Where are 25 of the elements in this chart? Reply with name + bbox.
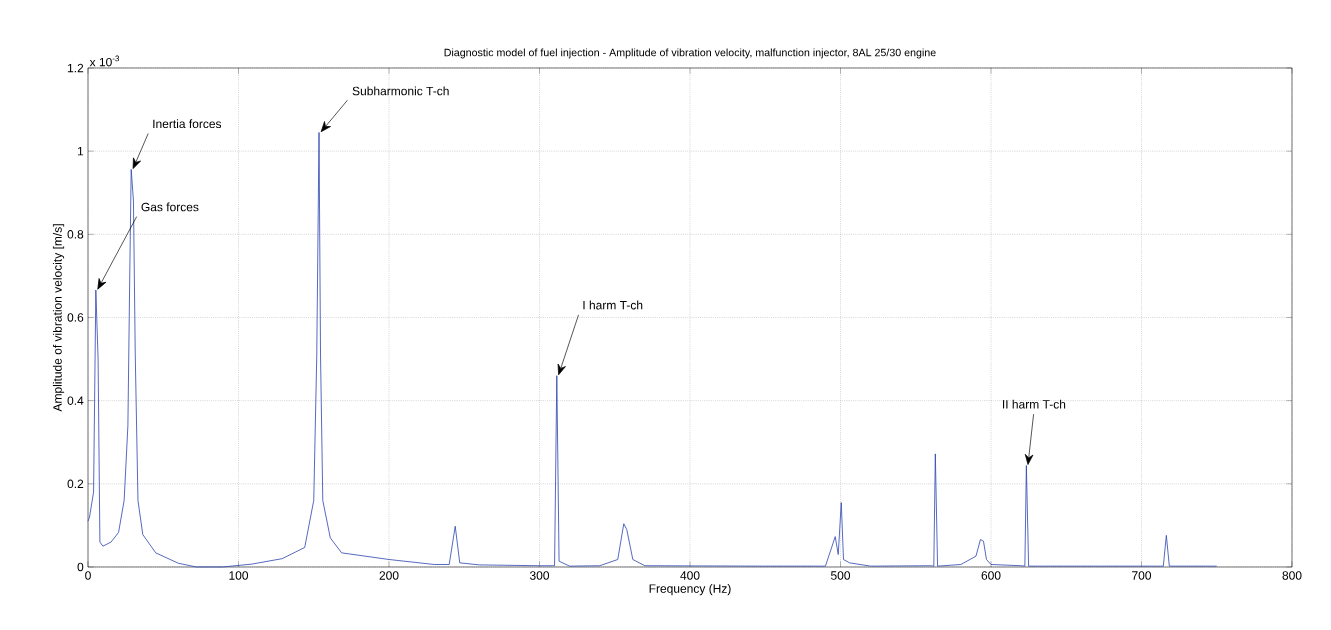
annotation: Gas forces: [141, 202, 199, 212]
y-tick-label: 0.2: [67, 479, 84, 489]
annotation: I harm T-ch: [583, 300, 643, 310]
y-tick-label: 0: [77, 562, 84, 572]
x-tick-label: 800: [1282, 571, 1302, 580]
x-tick-label: 400: [680, 571, 700, 580]
x-tick-label: 0: [85, 571, 91, 580]
y-tick-label: 1: [77, 147, 84, 156]
chart-title: Diagnostic model of fuel injection - Amplitude of vibration velocity, malfunction injector, 8AL 25/30 engine: [444, 48, 936, 59]
y-axis-title: Amplitude of vibration velocity [m/s]: [52, 224, 65, 412]
x-tick-label: 100: [229, 571, 249, 580]
text: x 10$^{-3}$: [89, 55, 120, 67]
y-tick-label: 0.8: [67, 230, 84, 239]
annotation: II harm T-ch: [1002, 399, 1066, 409]
x-tick-label: 200: [379, 571, 399, 580]
x-tick-label: 700: [1132, 571, 1152, 580]
x-tick-label: 300: [529, 571, 550, 580]
annotation: Inertia forces: [153, 119, 222, 129]
x-axis-title: Frequency (Hz): [649, 584, 731, 596]
y-tick-label: 1.2: [67, 63, 84, 73]
annotation: Subharmonic T-ch: [352, 86, 449, 96]
y-tick-label: 0.4: [67, 396, 84, 405]
x-tick-label: 500: [830, 571, 851, 580]
y-tick-label: 0.6: [67, 313, 84, 322]
x-tick-label: 600: [981, 571, 1001, 580]
